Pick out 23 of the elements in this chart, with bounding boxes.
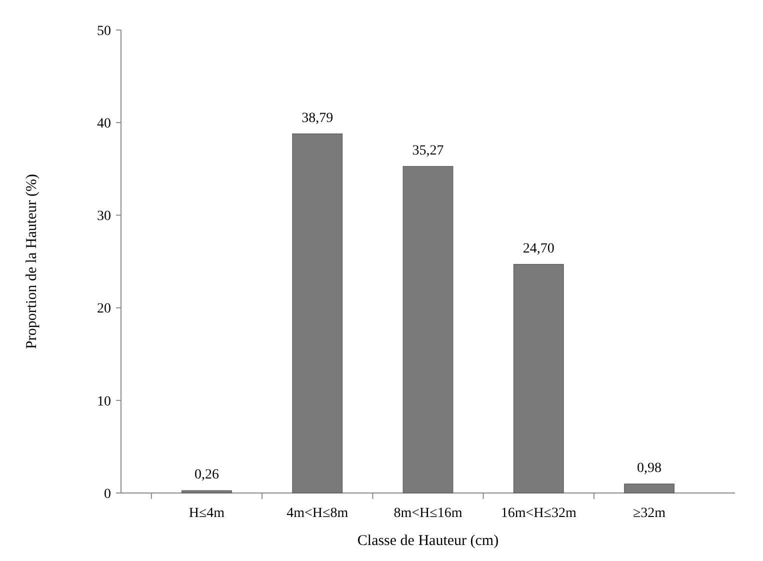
x-axis-title: Classe de Hauteur (cm) [357,533,499,549]
x-tick-label: 16m<H≤32m [500,506,576,521]
y-tick-label: 30 [97,209,111,224]
y-tick-label: 40 [97,116,111,132]
data-label: 38,79 [302,110,334,126]
x-tick-label: 4m<H≤8m [286,506,348,521]
y-tick-label: 10 [97,394,111,410]
bar [292,134,343,494]
y-tick-label: 50 [97,24,111,39]
x-tick-label: ≥32m [632,506,666,521]
data-label: 35,27 [412,143,444,158]
bar [402,166,454,494]
data-label: 0,26 [194,468,219,483]
bar [513,264,564,494]
y-tick-label: 0 [104,486,111,502]
data-label: 0,98 [637,460,662,476]
y-axis-title: Proportion de la Hauteur (%) [24,174,40,349]
x-tick-label: H≤4m [188,506,225,521]
bar [624,484,674,494]
x-tick-label: 8m<H≤16m [394,506,462,521]
data-label: 24,70 [522,241,554,256]
y-tick-label: 20 [97,302,111,317]
bar [182,490,232,494]
